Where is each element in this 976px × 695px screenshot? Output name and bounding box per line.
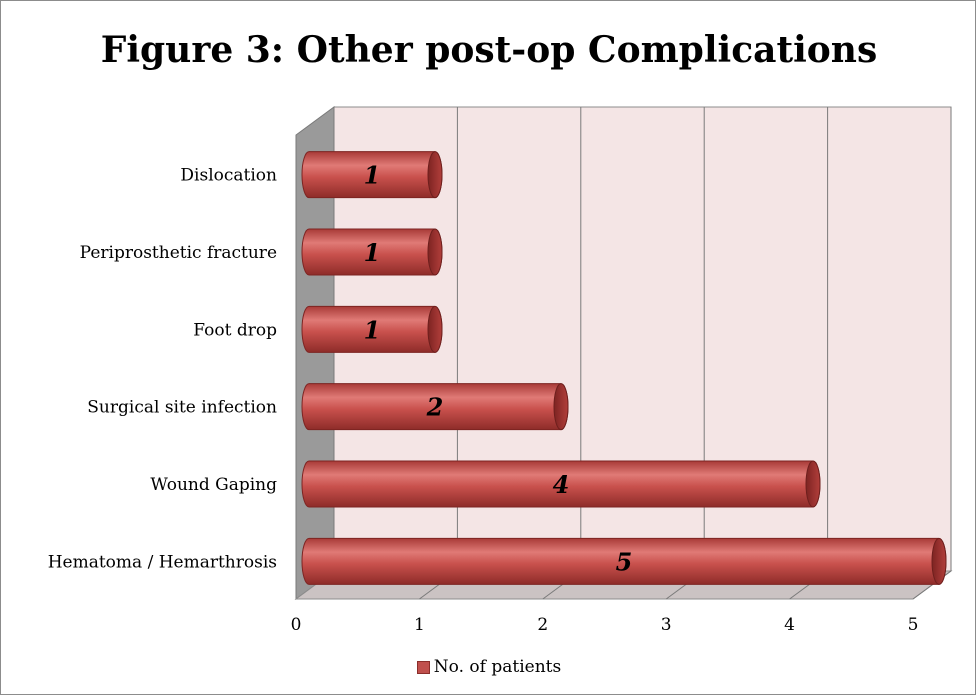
data-label: 1 [364, 161, 381, 190]
bar-end-cap [427, 151, 443, 199]
data-label: 1 [364, 238, 381, 267]
bar-end-cap [931, 537, 947, 585]
data-label: 2 [426, 393, 444, 422]
legend-label: No. of patients [433, 657, 562, 677]
data-label: 4 [553, 470, 570, 499]
data-label: 5 [616, 547, 633, 576]
bar-end-cap [805, 460, 821, 508]
category-label: Hematoma / Hemarthrosis [48, 552, 277, 572]
chart-title: Figure 3: Other post-op Complications [100, 29, 878, 71]
legend: No. of patients [1, 657, 975, 677]
category-label: Foot drop [193, 320, 277, 340]
bar-end-cap [553, 383, 569, 431]
x-tick-label: 0 [291, 615, 302, 635]
category-label: Dislocation [180, 166, 277, 186]
bar-end-cap [427, 228, 443, 276]
x-tick-label: 4 [784, 615, 795, 635]
category-label: Surgical site infection [87, 398, 277, 418]
legend-swatch [416, 660, 430, 674]
category-label: Periprosthetic fracture [80, 243, 277, 263]
x-tick-label: 3 [661, 615, 672, 635]
data-label: 1 [364, 315, 381, 344]
x-tick-label: 2 [537, 615, 548, 635]
x-tick-label: 5 [908, 615, 919, 635]
bar-end-cap [427, 305, 443, 353]
category-label: Wound Gaping [150, 475, 277, 495]
x-tick-label: 1 [414, 615, 425, 635]
